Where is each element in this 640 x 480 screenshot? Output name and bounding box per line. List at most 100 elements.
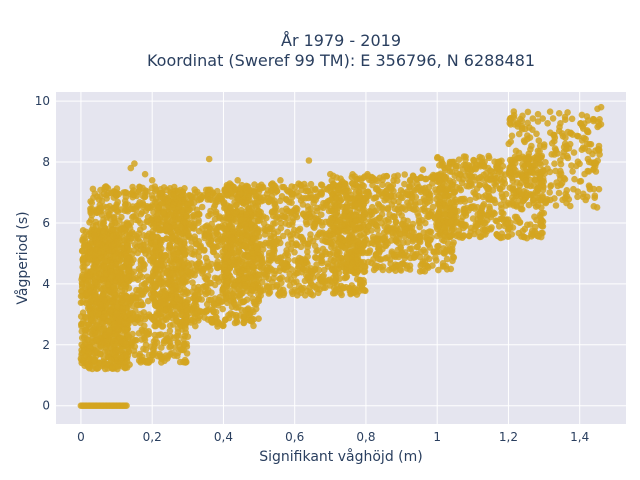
data-point: [540, 143, 548, 151]
data-point: [592, 168, 600, 175]
data-point: [125, 267, 133, 274]
data-point: [309, 274, 317, 281]
data-point: [270, 274, 278, 282]
data-point: [192, 322, 199, 330]
data-point: [302, 194, 309, 202]
data-point: [562, 134, 569, 141]
data-point: [102, 183, 110, 190]
data-point: [130, 247, 138, 254]
data-point: [348, 267, 355, 275]
data-point: [190, 211, 198, 219]
data-point: [280, 213, 288, 220]
data-point: [319, 273, 326, 280]
data-point: [555, 110, 563, 117]
data-point: [509, 194, 516, 201]
data-point: [278, 193, 286, 200]
data-point: [393, 177, 401, 184]
data-point: [577, 120, 584, 127]
data-point: [258, 278, 266, 286]
chart-title-line-1: År 1979 - 2019: [281, 31, 401, 50]
x-tick-label: 0,8: [356, 430, 375, 444]
data-point: [416, 238, 424, 246]
data-point: [149, 255, 156, 262]
data-point: [410, 254, 418, 261]
data-point: [247, 286, 254, 293]
data-point: [135, 201, 143, 208]
data-point: [143, 273, 151, 281]
data-point: [102, 270, 110, 278]
data-point: [250, 212, 257, 220]
data-point: [265, 198, 273, 205]
data-point: [590, 116, 598, 123]
data-point: [220, 200, 228, 207]
data-point: [243, 186, 250, 194]
data-point: [239, 229, 246, 237]
data-point: [100, 219, 108, 227]
data-point: [194, 291, 202, 299]
data-point: [163, 186, 171, 194]
data-point: [134, 276, 142, 284]
data-point: [122, 340, 130, 348]
data-point: [91, 292, 98, 300]
data-point: [570, 149, 578, 156]
data-point: [280, 183, 288, 191]
data-point: [429, 203, 437, 211]
data-point: [108, 272, 116, 279]
data-point: [471, 230, 478, 238]
data-point: [336, 275, 344, 283]
data-point: [306, 219, 313, 226]
data-point: [208, 315, 216, 323]
data-point: [509, 183, 516, 191]
data-point: [179, 311, 186, 319]
data-point: [223, 278, 230, 286]
data-point: [528, 142, 535, 150]
data-point: [508, 132, 516, 140]
data-point: [304, 253, 311, 260]
data-point: [447, 232, 455, 239]
data-point: [591, 159, 598, 166]
data-point: [148, 177, 156, 184]
data-point: [263, 214, 270, 222]
data-point: [90, 194, 97, 201]
x-tick-label: 0,2: [143, 430, 162, 444]
data-point: [112, 363, 120, 371]
data-point: [228, 234, 235, 241]
data-point: [123, 351, 130, 359]
data-point: [155, 275, 163, 282]
data-point: [330, 181, 338, 188]
data-point: [127, 164, 135, 172]
data-point: [118, 354, 125, 362]
data-point: [224, 183, 231, 191]
data-point: [404, 239, 411, 246]
data-point: [182, 219, 189, 226]
data-point: [135, 330, 143, 337]
data-point: [590, 203, 598, 210]
data-point: [140, 232, 147, 239]
data-point: [284, 228, 291, 236]
data-point: [144, 218, 151, 225]
data-point: [426, 194, 434, 201]
data-point: [406, 183, 413, 190]
data-point: [507, 121, 514, 128]
data-point: [167, 294, 175, 302]
data-point: [382, 188, 390, 195]
data-point: [90, 252, 98, 259]
data-point: [208, 220, 215, 228]
data-point: [447, 199, 455, 206]
data-point: [120, 189, 127, 196]
data-point: [105, 328, 113, 336]
data-point: [441, 224, 449, 231]
data-point: [566, 140, 574, 148]
data-point: [513, 213, 520, 221]
data-point: [346, 249, 353, 256]
data-point: [93, 298, 101, 306]
data-point: [118, 346, 126, 353]
data-point: [158, 245, 165, 253]
data-point: [276, 264, 284, 271]
data-point: [547, 182, 555, 189]
data-point: [420, 195, 428, 202]
data-point: [361, 286, 368, 294]
data-point: [515, 149, 523, 157]
data-point: [378, 256, 385, 263]
data-point: [484, 185, 491, 193]
